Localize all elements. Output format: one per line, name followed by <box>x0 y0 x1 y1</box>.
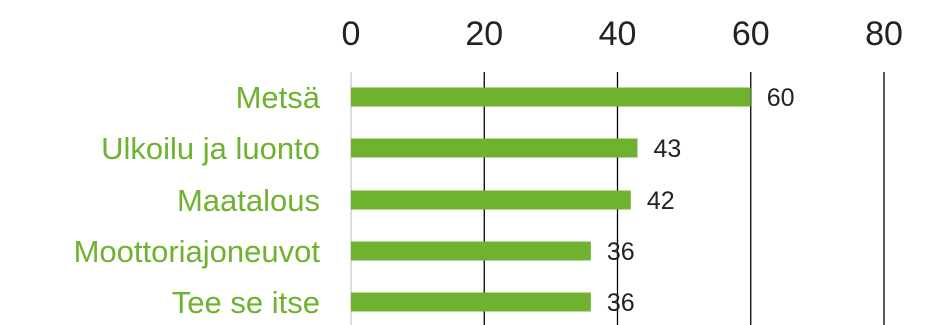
x-tick-label: 80 <box>865 15 903 53</box>
bar <box>351 292 591 312</box>
x-tick-label: 60 <box>732 15 770 53</box>
bar <box>351 87 751 107</box>
x-tick-label: 20 <box>465 15 503 53</box>
data-labels: 60 43 42 36 36 <box>607 84 795 317</box>
data-label: 36 <box>607 238 635 266</box>
bar <box>351 138 638 158</box>
bar <box>351 241 591 261</box>
category-label: Moottoriajoneuvot <box>74 234 321 269</box>
category-label: Metsä <box>236 80 321 115</box>
category-label: Maatalous <box>177 183 320 218</box>
data-label: 60 <box>767 84 795 112</box>
data-label: 43 <box>653 135 681 163</box>
x-tick-label: 0 <box>342 15 361 53</box>
category-label: Ulkoilu ja luonto <box>101 131 320 166</box>
x-axis-tick-labels: 0 20 40 60 80 <box>342 15 903 53</box>
data-label: 42 <box>647 187 675 215</box>
bars <box>351 87 751 312</box>
data-label: 36 <box>607 289 635 317</box>
x-tick-label: 40 <box>599 15 637 53</box>
bar <box>351 190 631 210</box>
category-label: Tee se itse <box>172 285 320 320</box>
category-labels: Metsä Ulkoilu ja luonto Maatalous Moottoria… <box>74 80 321 320</box>
